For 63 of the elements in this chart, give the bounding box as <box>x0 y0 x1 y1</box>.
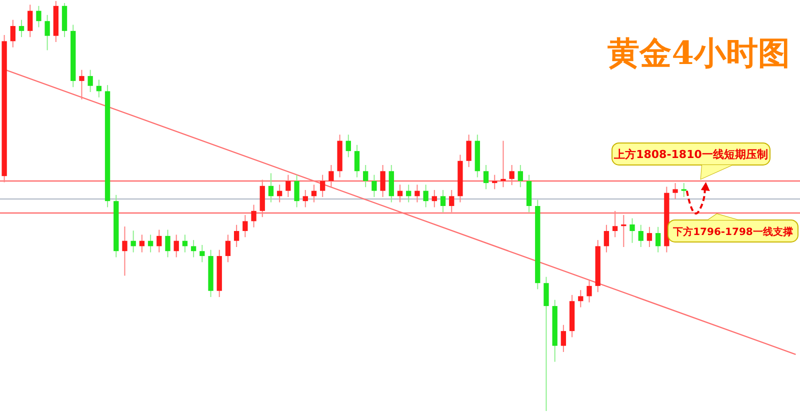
candlestick <box>440 190 446 213</box>
candlestick <box>466 134 472 168</box>
candlestick <box>242 214 248 238</box>
ref-line-label: 下方1796-1798一线支撑 <box>672 226 793 238</box>
candlestick <box>36 5 42 28</box>
candlestick <box>630 218 635 244</box>
candlestick <box>672 182 678 200</box>
candlestick <box>302 190 308 208</box>
candlestick <box>174 234 179 258</box>
candlestick <box>406 184 412 203</box>
candlestick <box>139 234 145 253</box>
candlestick <box>612 210 618 238</box>
candlestick <box>44 14 50 51</box>
candlestick <box>10 19 16 48</box>
candlestick <box>509 164 514 186</box>
candlestick <box>286 174 291 198</box>
candlestick <box>234 224 240 248</box>
candlestick <box>130 230 136 253</box>
candlestick <box>190 240 196 258</box>
candlestick <box>414 184 420 203</box>
title: 黄金4小时图 <box>608 34 790 72</box>
candlestick <box>225 234 231 263</box>
candlestick <box>79 69 84 100</box>
candlestick <box>251 204 256 228</box>
candlestick <box>380 164 386 198</box>
candlestick <box>638 224 644 248</box>
candlestick <box>449 190 454 213</box>
candlestick <box>122 226 128 276</box>
candlestick <box>182 234 188 253</box>
candlestick <box>432 190 437 208</box>
candlestick <box>500 140 506 188</box>
candlestick <box>655 226 661 253</box>
candlestick <box>492 174 498 190</box>
candlestick <box>586 279 592 303</box>
candlestick <box>96 79 102 98</box>
candlestick <box>294 174 300 208</box>
candlestick <box>483 164 489 190</box>
candlestick <box>423 184 428 208</box>
candlestick <box>328 164 334 188</box>
candlestick <box>346 134 351 158</box>
ref-line-label: 上方1808-1810一线短期压制 <box>613 148 768 161</box>
candlestick <box>88 69 93 93</box>
candlestick <box>604 224 610 253</box>
candlestick <box>354 144 360 178</box>
candlestick <box>646 226 652 248</box>
candlestick <box>28 4 33 38</box>
candlestick <box>363 164 368 188</box>
candlestick <box>18 19 24 38</box>
candlestick <box>544 276 549 412</box>
candlestick <box>518 164 524 188</box>
candlestick <box>276 184 282 203</box>
candlestick <box>320 174 326 198</box>
candlestick <box>578 290 584 308</box>
candlestick <box>156 229 162 253</box>
candlestick <box>560 324 566 352</box>
candlestick <box>311 184 317 203</box>
candlestick <box>372 174 377 198</box>
candlestick <box>200 244 205 263</box>
candlestick <box>397 184 403 203</box>
candlestick <box>165 229 170 258</box>
candlestick <box>268 172 274 203</box>
candlestick <box>681 182 686 198</box>
candlestick <box>148 234 154 253</box>
